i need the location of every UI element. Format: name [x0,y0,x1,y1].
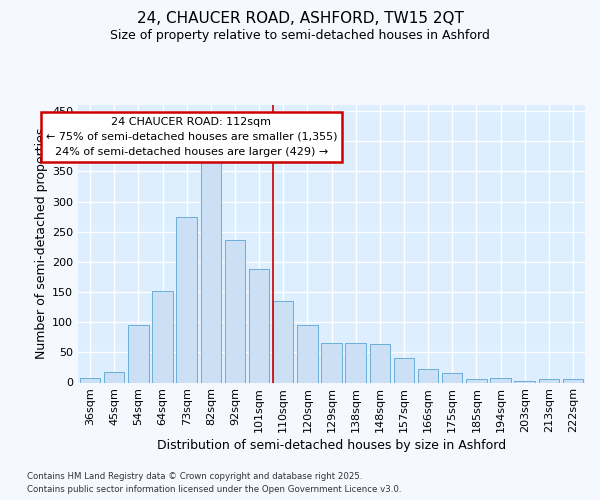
Bar [128,324,149,382]
Text: Contains public sector information licensed under the Open Government Licence v3: Contains public sector information licen… [27,485,401,494]
Bar [80,378,100,382]
Bar [176,216,197,382]
Bar [514,380,535,382]
Y-axis label: Number of semi-detached properties: Number of semi-detached properties [35,128,48,360]
Bar [200,160,221,382]
Text: Contains HM Land Registry data © Crown copyright and database right 2025.: Contains HM Land Registry data © Crown c… [27,472,362,481]
Text: Size of property relative to semi-detached houses in Ashford: Size of property relative to semi-detach… [110,29,490,42]
Bar [539,380,559,382]
Bar [466,380,487,382]
Bar [346,344,366,382]
Bar [442,374,463,382]
Text: 24 CHAUCER ROAD: 112sqm
← 75% of semi-detached houses are smaller (1,355)
24% of: 24 CHAUCER ROAD: 112sqm ← 75% of semi-de… [46,117,337,156]
Bar [297,325,317,382]
Bar [104,372,124,382]
Bar [273,301,293,382]
Bar [370,344,390,383]
Bar [249,269,269,382]
Bar [418,369,439,382]
Bar [152,292,173,382]
Text: 24, CHAUCER ROAD, ASHFORD, TW15 2QT: 24, CHAUCER ROAD, ASHFORD, TW15 2QT [137,11,463,26]
Bar [563,380,583,382]
X-axis label: Distribution of semi-detached houses by size in Ashford: Distribution of semi-detached houses by … [157,440,506,452]
Bar [224,240,245,382]
Bar [490,378,511,382]
Bar [394,358,414,382]
Bar [321,344,342,382]
